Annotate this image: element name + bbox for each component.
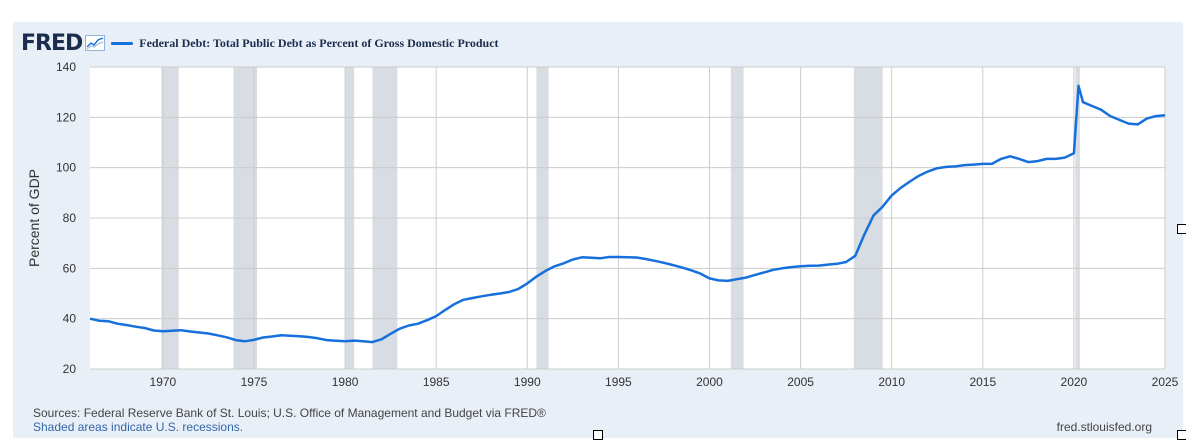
x-tick-label-2015: 2015 (969, 375, 996, 389)
resize-handle-corner[interactable] (1177, 430, 1186, 440)
y-tick-label-140: 140 (56, 60, 76, 74)
x-tick-label-1970: 1970 (150, 375, 177, 389)
x-tick-label-2005: 2005 (787, 375, 814, 389)
gridlines (90, 66, 1166, 370)
series-line (89, 84, 1166, 344)
fred-chart-icon (85, 35, 106, 51)
y-tick-label-60: 60 (63, 261, 77, 275)
legend-swatch (111, 41, 134, 45)
y-axis-label: Percent of GDP (26, 169, 42, 267)
tick-labels: 20 40 60 80 100 120 140 1970 1975 1980 1985 1990 199… (56, 60, 1179, 389)
x-tick-label-2020: 2020 (1061, 375, 1088, 389)
x-tick-label-2010: 2010 (878, 375, 905, 389)
x-tick-label-1990: 1990 (514, 375, 541, 389)
y-tick-label-100: 100 (56, 161, 76, 175)
series-title: Federal Debt: Total Public Debt as Perce… (139, 35, 499, 50)
y-tick-label-80: 80 (63, 211, 77, 225)
y-tick-label-120: 120 (56, 110, 76, 124)
resize-handle-bottom[interactable] (593, 430, 603, 440)
fred-logo[interactable]: FRED (21, 30, 83, 56)
x-tick-label-1995: 1995 (605, 375, 632, 389)
resize-handle-right[interactable] (1177, 224, 1186, 234)
y-tick-label-20: 20 (63, 362, 77, 376)
chart-footer: Sources: Federal Reserve Bank of St. Lou… (33, 406, 546, 434)
x-tick-label-1985: 1985 (423, 375, 450, 389)
recession-note[interactable]: Shaded areas indicate U.S. recessions. (33, 420, 244, 434)
y-tick-label-40: 40 (63, 312, 77, 326)
site-link[interactable]: fred.stlouisfed.org (1056, 420, 1152, 434)
x-tick-label-1980: 1980 (332, 375, 359, 389)
x-tick-label-2025: 2025 (1152, 375, 1179, 389)
x-tick-label-2000: 2000 (696, 375, 723, 389)
x-tick-label-1975: 1975 (241, 375, 268, 389)
sources-note: Sources: Federal Reserve Bank of St. Lou… (33, 406, 546, 420)
chart-header: FRED Federal Debt: Total Public Debt as … (21, 30, 499, 56)
